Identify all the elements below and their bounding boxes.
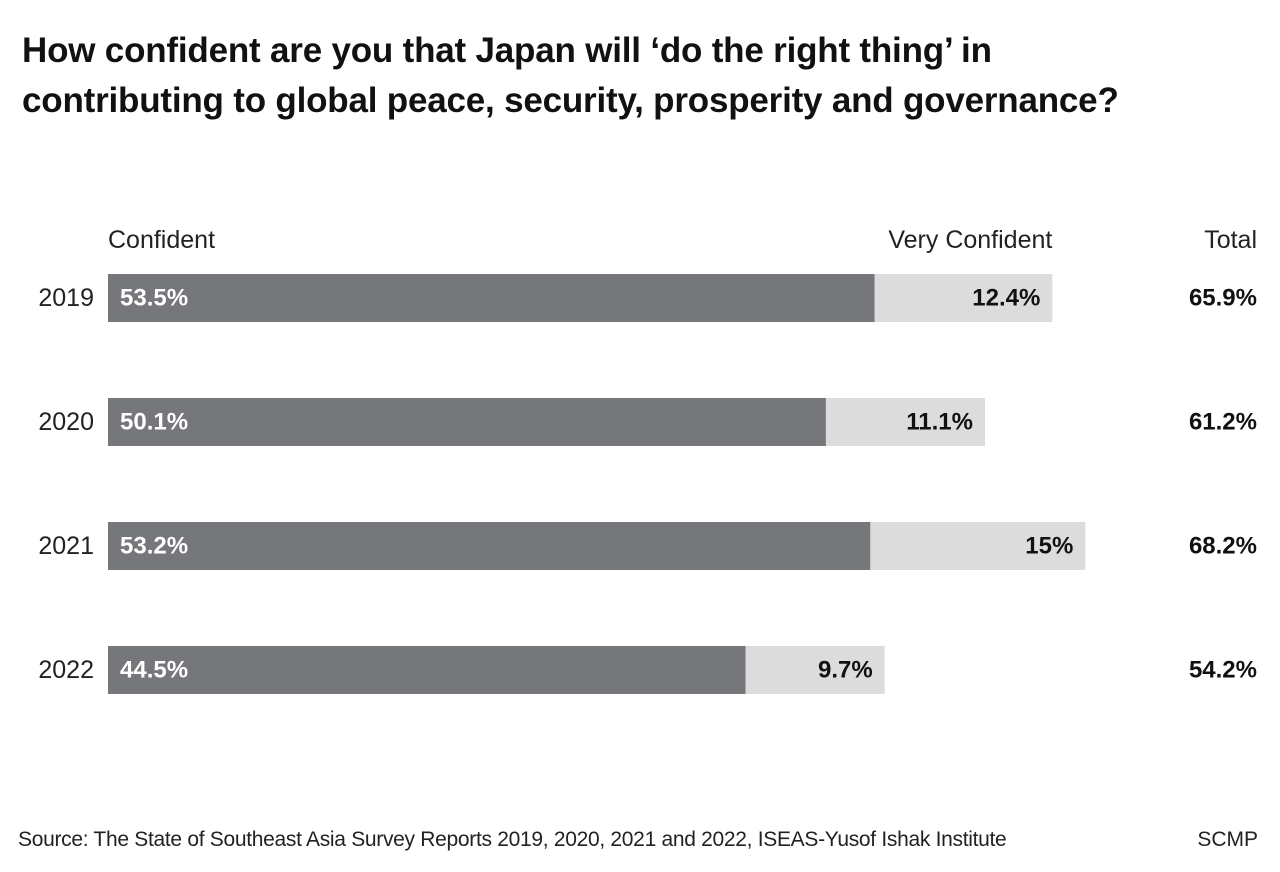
label-total-2019: 65.9% bbox=[1189, 285, 1257, 312]
year-label-2019: 2019 bbox=[38, 284, 94, 312]
label-total-2020: 61.2% bbox=[1189, 409, 1257, 436]
label-confident-2019: 53.5% bbox=[120, 285, 188, 312]
label-confident-2021: 53.2% bbox=[120, 533, 188, 560]
legend-confident: Confident bbox=[108, 226, 215, 254]
label-very-confident-2021: 15% bbox=[1025, 533, 1073, 560]
bar-confident-2021 bbox=[108, 522, 871, 570]
bar-confident-2019 bbox=[108, 274, 875, 322]
label-total-2022: 54.2% bbox=[1189, 657, 1257, 684]
year-label-2022: 2022 bbox=[38, 656, 94, 684]
chart-title-line-2: contributing to global peace, security, … bbox=[22, 81, 1119, 120]
bar-very-confident-2020 bbox=[825, 398, 985, 446]
bar-confident-2020 bbox=[108, 398, 826, 446]
label-very-confident-2022: 9.7% bbox=[818, 657, 873, 684]
label-confident-2020: 50.1% bbox=[120, 409, 188, 436]
label-very-confident-2019: 12.4% bbox=[972, 285, 1040, 312]
legend-total: Total bbox=[1204, 226, 1257, 254]
label-very-confident-2020: 11.1% bbox=[906, 409, 973, 436]
bar-very-confident-2021 bbox=[870, 522, 1086, 570]
bar-very-confident-2019 bbox=[874, 274, 1053, 322]
bar-very-confident-2022 bbox=[745, 646, 885, 694]
chart-title: How confident are you that Japan will ‘d… bbox=[22, 26, 1262, 126]
source-note: Source: The State of Southeast Asia Surv… bbox=[18, 828, 1007, 851]
chart-title-line-1: How confident are you that Japan will ‘d… bbox=[22, 31, 992, 70]
legend-very-confident: Very Confident bbox=[888, 226, 1052, 254]
bar-confident-2022 bbox=[108, 646, 746, 694]
publisher-brand: SCMP bbox=[1197, 828, 1258, 851]
label-confident-2022: 44.5% bbox=[120, 657, 188, 684]
label-total-2021: 68.2% bbox=[1189, 533, 1257, 560]
year-label-2020: 2020 bbox=[38, 408, 94, 436]
year-label-2021: 2021 bbox=[38, 532, 94, 560]
